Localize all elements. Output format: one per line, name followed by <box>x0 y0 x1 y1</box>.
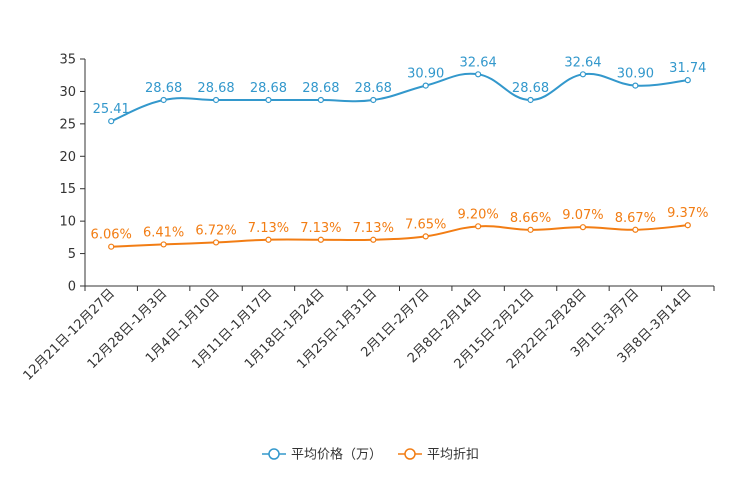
data-label: 30.90 <box>407 67 444 82</box>
legend[interactable]: 平均价格（万） 平均折扣 <box>262 447 479 463</box>
data-point <box>579 224 587 231</box>
x-tick-label: 12月21日-12月27日 <box>21 286 118 383</box>
data-point <box>632 226 639 233</box>
data-label: 30.90 <box>617 67 654 82</box>
data-label: 28.68 <box>512 81 549 96</box>
data-label: 7.13% <box>248 221 289 236</box>
legend-label: 平均价格（万） <box>291 447 382 463</box>
data-point <box>422 82 429 89</box>
data-point <box>475 223 482 230</box>
legend-marker-icon <box>404 448 416 460</box>
data-label: 28.68 <box>250 81 287 96</box>
data-label: 9.37% <box>667 206 708 221</box>
data-label: 7.65% <box>405 217 446 232</box>
data-point <box>684 222 691 229</box>
y-tick-label: 5 <box>68 247 76 262</box>
data-point <box>160 241 167 248</box>
data-label: 8.67% <box>615 211 656 226</box>
data-label: 9.07% <box>562 208 603 223</box>
data-point <box>370 236 377 243</box>
series-1: 25.41 28.68 28.68 28.68 28.68 28.68 30.90 32.64… <box>93 55 706 125</box>
y-tick-label: 35 <box>59 53 76 68</box>
data-label: 32.64 <box>564 55 601 70</box>
data-point <box>527 226 534 233</box>
data-point <box>317 236 324 243</box>
y-tick-label: 0 <box>68 280 76 295</box>
data-label: 25.41 <box>93 102 130 117</box>
data-label: 32.64 <box>460 55 497 70</box>
legend-item-1[interactable]: 平均价格（万） <box>262 447 382 463</box>
y-tick-label: 30 <box>59 85 76 100</box>
data-point <box>265 96 272 104</box>
data-point <box>684 77 691 84</box>
y-tick-label: 20 <box>59 150 76 165</box>
data-point <box>160 96 167 104</box>
data-point <box>370 96 377 104</box>
legend-item-2[interactable]: 平均折扣 <box>398 448 479 463</box>
legend-label: 平均折扣 <box>427 448 479 463</box>
data-label: 7.13% <box>353 221 394 236</box>
data-point <box>579 71 587 78</box>
series-2: 6.06% 6.41% 6.72% 7.13% 7.13% 7.13% 7.65% 9.20%… <box>91 206 708 250</box>
data-point <box>527 96 534 104</box>
data-label: 7.13% <box>300 221 341 236</box>
y-tick-label: 15 <box>59 182 76 197</box>
data-point <box>108 243 115 250</box>
data-point <box>317 96 324 104</box>
data-label: 6.41% <box>143 225 184 240</box>
data-label: 28.68 <box>145 81 182 96</box>
series-layer: 25.41 28.68 28.68 28.68 28.68 28.68 30.90 32.64… <box>91 55 708 250</box>
data-point <box>108 118 115 125</box>
data-point <box>475 71 482 78</box>
data-point <box>212 239 220 246</box>
data-label: 9.20% <box>457 207 498 222</box>
data-label: 28.68 <box>355 81 392 96</box>
y-tick-label: 10 <box>59 215 76 230</box>
legend-marker-icon <box>268 448 280 460</box>
data-label: 8.66% <box>510 211 551 226</box>
data-label: 6.06% <box>91 228 132 243</box>
series-line <box>111 224 688 248</box>
data-label: 6.72% <box>195 223 236 238</box>
data-label: 28.68 <box>197 81 234 96</box>
data-point <box>212 96 220 104</box>
data-point <box>265 236 272 243</box>
data-point <box>422 233 429 240</box>
data-point <box>632 82 639 89</box>
data-label: 28.68 <box>302 81 339 96</box>
y-tick-label: 25 <box>59 117 76 132</box>
data-label: 31.74 <box>669 61 706 76</box>
